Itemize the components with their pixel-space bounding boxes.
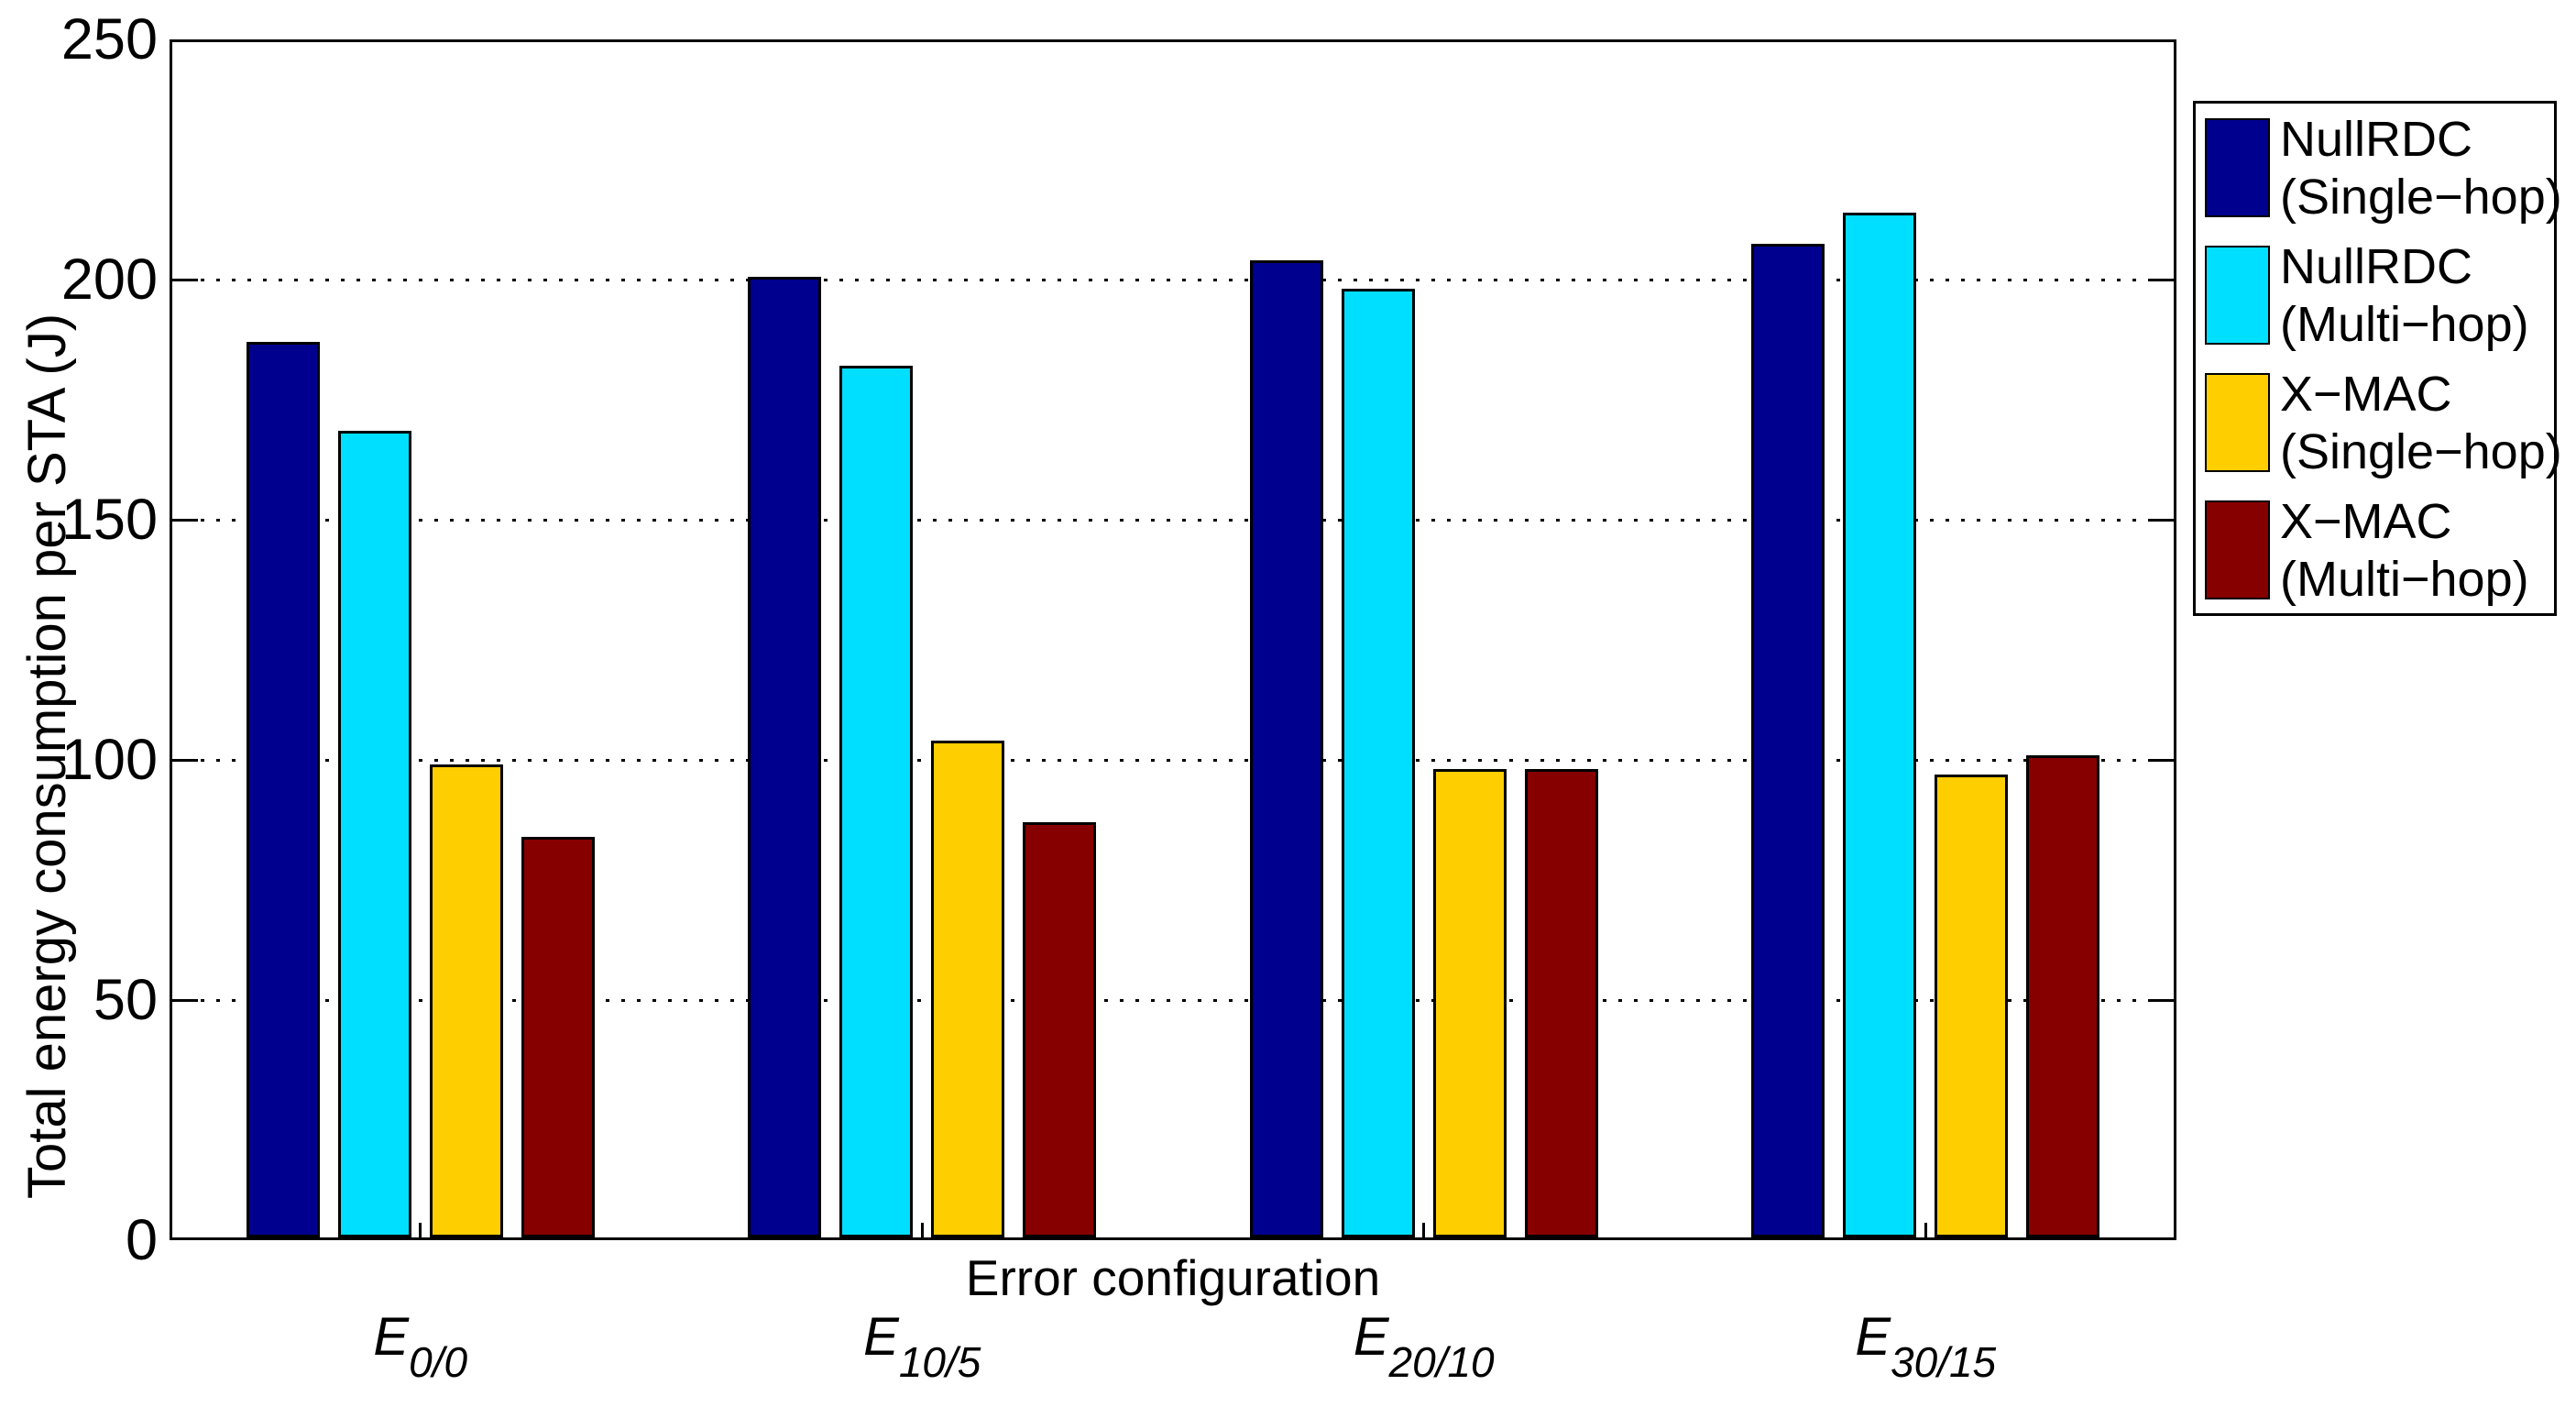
category-subscript: 10/5 [898,1338,981,1386]
category-subscript: 20/10 [1388,1338,1495,1386]
legend-swatch [2205,246,2270,345]
y-tick-label-100: 100 [60,728,158,792]
bar-nullrdc-multi-hop--group-1 [337,431,411,1237]
gridline-y-150 [170,519,2176,522]
bar-nullrdc-single-hop--group-4 [1751,243,1825,1237]
legend-label: X−MAC (Multi−hop) [2280,494,2529,607]
gridline-y-200 [170,279,2176,281]
bar-x-mac-single-hop--group-1 [429,764,503,1237]
bar-nullrdc-multi-hop--group-2 [839,366,914,1237]
y-tick-mark-left [172,519,198,522]
y-tick-label-150: 150 [60,488,158,552]
bar-nullrdc-single-hop--group-3 [1249,260,1323,1237]
x-tick-label-10-5: E10/5 [720,1306,1124,1387]
bar-nullrdc-single-hop--group-1 [246,342,320,1237]
y-tick-label-0: 0 [125,1208,158,1272]
y-tick-mark-left [172,759,198,762]
category-subscript: 30/15 [1891,1338,1997,1386]
y-tick-label-200: 200 [60,247,158,312]
legend-swatch [2205,373,2270,472]
legend-swatch [2205,118,2270,217]
legend-label: NullRDC (Multi−hop) [2280,239,2529,352]
x-tick-label-20-10: E20/10 [1222,1306,1626,1387]
legend-item-nullrdc-single-hop-: NullRDC (Single−hop) [2196,112,2562,225]
y-tick-mark-right [2148,519,2174,522]
legend-swatch [2205,500,2270,599]
bar-x-mac-single-hop--group-3 [1432,769,1507,1237]
x-tick-mark [920,1223,924,1237]
bar-x-mac-multi-hop--group-3 [1524,769,1598,1237]
bar-x-mac-multi-hop--group-2 [1023,822,1097,1237]
legend-item-nullrdc-multi-hop-: NullRDC (Multi−hop) [2196,239,2554,352]
plot-area [170,39,2176,1240]
legend-item-x-mac-multi-hop-: X−MAC (Multi−hop) [2196,494,2554,607]
bar-x-mac-multi-hop--group-4 [2026,754,2100,1237]
bar-x-mac-single-hop--group-4 [1935,774,2009,1237]
bar-nullrdc-single-hop--group-2 [748,277,822,1237]
gridline-y-100 [170,759,2176,762]
legend-label: X−MAC (Single−hop) [2280,367,2562,479]
y-tick-label-250: 250 [60,7,158,71]
bar-x-mac-multi-hop--group-1 [521,836,595,1237]
y-tick-mark-right [2148,759,2174,762]
gridline-y-50 [170,999,2176,1002]
legend-label: NullRDC (Single−hop) [2280,112,2562,225]
category-symbol: E [1855,1307,1891,1367]
category-symbol: E [863,1307,899,1367]
category-symbol: E [1353,1307,1389,1367]
y-tick-label-50: 50 [93,968,158,1032]
x-tick-mark [1924,1223,1927,1237]
category-symbol: E [373,1307,410,1367]
x-tick-mark [1422,1223,1426,1237]
y-tick-mark-left [172,999,198,1002]
x-tick-label-30-15: E30/15 [1724,1306,2127,1387]
y-tick-mark-right [2148,999,2174,1002]
bar-nullrdc-multi-hop--group-3 [1341,289,1415,1237]
category-subscript: 0/0 [409,1338,468,1386]
legend: NullRDC (Single−hop) NullRDC (Multi−hop) X−M… [2193,101,2562,616]
legend-item-x-mac-single-hop-: X−MAC (Single−hop) [2196,367,2562,479]
y-tick-mark-left [172,279,198,281]
bar-x-mac-single-hop--group-2 [931,741,1005,1237]
x-tick-label-0-0: E0/0 [219,1306,622,1387]
x-axis-label: Error configuration [965,1249,1381,1306]
bar-nullrdc-multi-hop--group-4 [1843,212,1917,1237]
x-tick-mark [419,1223,422,1237]
y-tick-mark-right [2148,279,2174,281]
